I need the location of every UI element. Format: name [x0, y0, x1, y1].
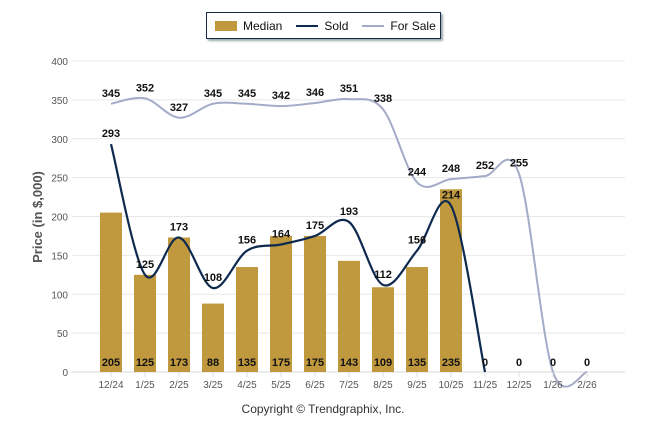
chart-area: 205 125 173 88 135 175 175 143 109 135 235 0 0 0 0 345 3… — [30, 57, 625, 391]
bar-label-median: 173 — [170, 357, 188, 369]
legend-label-for-sale: For Sale — [390, 18, 436, 33]
y-tick-label: 150 — [51, 251, 68, 262]
bar-label-median: 205 — [102, 357, 120, 369]
bar-median — [270, 235, 292, 372]
point-label-for-sale: 248 — [442, 163, 460, 175]
bar-median — [168, 237, 190, 372]
bar-label-median: 135 — [408, 357, 426, 369]
y-tick-label: 50 — [57, 329, 69, 340]
point-label-sold: 214 — [442, 190, 461, 202]
x-tick-label: 5/25 — [271, 380, 291, 391]
line-sold — [109, 143, 487, 373]
x-tick-label: 12/25 — [506, 380, 531, 391]
point-label-sold: 164 — [272, 228, 291, 240]
point-label-for-sale: 255 — [510, 158, 528, 170]
bar-median — [134, 274, 156, 372]
bar-median — [406, 267, 428, 372]
y-axis-label: Price (in $,000) — [30, 171, 45, 263]
point-label-for-sale: 244 — [408, 166, 427, 178]
bar-median — [440, 189, 462, 372]
bar-label-median: 143 — [340, 357, 358, 369]
legend-item-sold[interactable]: Sold — [296, 19, 348, 33]
bar-label-median: 0 — [482, 357, 488, 369]
x-tick-label: 7/25 — [339, 380, 359, 391]
bar-label-median: 125 — [136, 357, 154, 369]
legend-label-median: Median — [243, 18, 283, 33]
x-tick-label: 4/25 — [237, 380, 257, 391]
x-tick-label: 9/25 — [407, 380, 427, 391]
x-tick-label: 2/26 — [577, 380, 597, 391]
legend-swatch-median — [215, 20, 237, 31]
copyright-text: Copyright © Trendgraphix, Inc. — [241, 402, 405, 416]
point-label-for-sale: 352 — [136, 82, 154, 94]
point-label-for-sale: 346 — [306, 87, 324, 99]
bar-median — [338, 260, 360, 372]
x-tick-label: 3/25 — [203, 380, 223, 391]
point-label-for-sale: 345 — [204, 88, 222, 100]
bar-label-median: 135 — [238, 357, 256, 369]
point-label-sold: 193 — [340, 206, 358, 218]
x-tick-label: 2/25 — [169, 380, 189, 391]
bar-label-median: 0 — [584, 357, 590, 369]
bar-median — [372, 287, 394, 372]
x-tick-label: 1/26 — [543, 380, 563, 391]
point-label-for-sale: 338 — [374, 93, 392, 105]
x-tick-label: 6/25 — [305, 380, 325, 391]
bar-label-median: 0 — [550, 357, 556, 369]
legend-swatch-for-sale — [362, 24, 385, 27]
point-label-for-sale: 327 — [170, 102, 188, 114]
point-label-sold: 175 — [306, 220, 324, 232]
bar-median — [100, 212, 122, 372]
legend-item-for-sale[interactable]: For Sale — [362, 18, 436, 33]
x-tick-label: 10/25 — [438, 380, 463, 391]
point-label-sold: 125 — [136, 259, 154, 271]
legend-label-sold: Sold — [324, 18, 349, 33]
bar-label-median: 175 — [306, 357, 324, 369]
chart-legend: Median Sold For Sale — [206, 12, 441, 39]
legend-item-median[interactable]: Median — [215, 19, 282, 33]
point-label-for-sale: 351 — [340, 83, 358, 95]
point-label-sold: 108 — [204, 272, 222, 284]
x-tick-label: 11/25 — [473, 380, 498, 391]
point-label-sold: 156 — [408, 235, 426, 247]
x-tick-label: 12/24 — [98, 380, 123, 391]
x-tick-label: 8/25 — [373, 380, 393, 391]
bar-median — [236, 267, 258, 372]
bar-label-median: 88 — [207, 357, 219, 369]
y-tick-label: 250 — [51, 174, 68, 185]
y-tick-label: 200 — [51, 213, 68, 224]
bar-label-median: 109 — [374, 357, 392, 369]
line-for-sale — [110, 96, 588, 388]
bar-label-median: 235 — [442, 357, 460, 369]
point-label-for-sale: 345 — [102, 88, 120, 100]
point-label-sold: 112 — [374, 269, 392, 281]
y-tick-label: 300 — [51, 135, 68, 146]
y-tick-label: 100 — [51, 290, 68, 301]
bar-label-median: 175 — [272, 357, 290, 369]
point-label-for-sale: 252 — [476, 160, 494, 172]
bar-median — [202, 303, 224, 372]
y-tick-label: 400 — [51, 57, 68, 68]
point-label-sold: 173 — [170, 221, 188, 233]
legend-swatch-sold — [296, 24, 319, 27]
point-label-sold: 156 — [238, 235, 256, 247]
point-label-for-sale: 345 — [238, 88, 256, 100]
y-tick-label: 350 — [51, 96, 68, 107]
point-label-sold: 293 — [102, 128, 120, 140]
bar-median — [304, 235, 326, 372]
y-tick-label: 0 — [62, 368, 68, 379]
bar-label-median: 0 — [516, 357, 522, 369]
x-tick-label: 1/25 — [135, 380, 155, 391]
point-label-for-sale: 342 — [272, 90, 290, 102]
